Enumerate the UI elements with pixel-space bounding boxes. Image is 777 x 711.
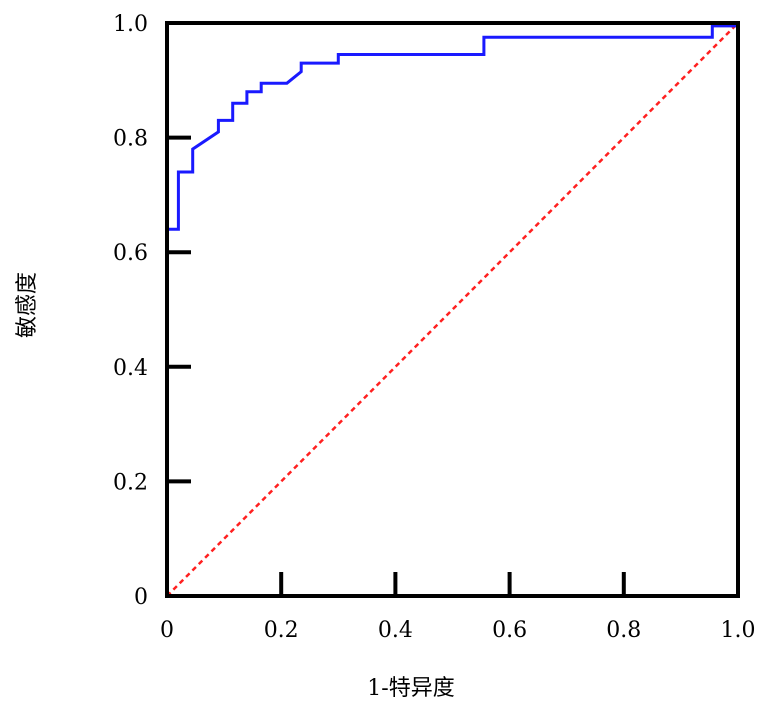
y-axis-title: 敏感度 (15, 272, 40, 338)
x-tick-label: 0.2 (264, 618, 299, 643)
y-tick-label: 0.6 (113, 241, 148, 266)
y-tick-label: 0.4 (113, 356, 148, 381)
y-tick-label: 1.0 (113, 12, 148, 37)
y-tick-label: 0 (134, 585, 148, 610)
x-tick-label: 0 (160, 618, 174, 643)
x-tick-label: 0.4 (378, 618, 413, 643)
x-tick-label: 1.0 (721, 618, 756, 643)
reference-diagonal-line (166, 22, 739, 597)
x-tick-label: 0.8 (606, 618, 641, 643)
plot-frame (165, 21, 740, 598)
x-axis-title: 1-特异度 (367, 676, 454, 701)
y-tick-label: 0.8 (113, 127, 148, 152)
y-tick-label: 0.2 (113, 470, 148, 495)
roc-curve-line (165, 24, 738, 596)
x-tick-label: 0.6 (492, 618, 527, 643)
